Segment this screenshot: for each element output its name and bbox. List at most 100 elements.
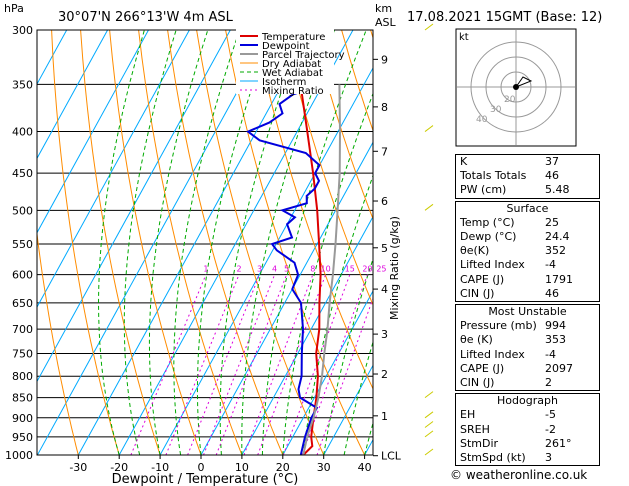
mixing-ratio-label: 8 (310, 265, 315, 274)
mixing-ratio-label: 10 (321, 265, 331, 274)
dry-adiabat-line (138, 30, 243, 455)
mu-cape-value: 2097 (545, 361, 573, 375)
sreh-value: -2 (545, 422, 556, 436)
surface-cape-value: 1791 (545, 272, 573, 286)
mixing-ratio-label: 3 (257, 265, 262, 274)
mixing-ratio-line (203, 274, 276, 455)
tt-row: Totals Totals 46 (456, 169, 599, 183)
isotherm-line (282, 289, 373, 455)
dry-adiabat-line (196, 30, 325, 455)
wind-barb (424, 448, 434, 456)
pressure-tick-label: 850 (12, 392, 33, 405)
mu-li-value: -4 (545, 347, 556, 361)
parcel-line (302, 84, 342, 455)
pressure-tick-label: 1000 (5, 449, 33, 462)
dry-adiabat-line (283, 30, 373, 307)
mu-title: Most Unstable (488, 305, 567, 319)
surface-li-row: Lifted Index -4 (456, 258, 599, 272)
mixing-ratio-label: 5 (284, 265, 289, 274)
mu-li-row: Lifted Index -4 (456, 348, 599, 362)
surface-li-label: Lifted Index (460, 258, 525, 272)
surface-li-value: -4 (545, 258, 556, 272)
pressure-tick-label: 350 (12, 78, 33, 91)
dry-adiabat-line (51, 30, 120, 455)
surface-title: Surface (506, 201, 549, 215)
mixing-ratio-line (165, 274, 240, 455)
k-label: K (460, 155, 468, 168)
surface-temp-row: Temp (°C) 25 (456, 216, 599, 230)
eh-value: -5 (545, 408, 556, 422)
surface-cin-label: CIN (J) (460, 286, 495, 300)
wet-adiabat-line (173, 30, 240, 455)
asl-label: ASL (375, 16, 397, 29)
dewpoint-line (246, 30, 329, 455)
dry-adiabat-line (109, 30, 202, 455)
legend-label: Wet Adiabat (262, 68, 323, 79)
surface-cin-row: CIN (J) 46 (456, 287, 599, 301)
stmspd-label: StmSpd (kt) (460, 451, 526, 465)
pressure-tick-label: 400 (12, 126, 33, 139)
mu-theta-value: 353 (545, 333, 566, 347)
mixing-ratio-label: 15 (345, 265, 355, 274)
eh-label: EH (460, 408, 476, 422)
sreh-label: SREH (460, 422, 490, 436)
x-tick-label: -10 (151, 461, 169, 474)
hodo-table-box: Hodograph EH -5 SREH -2 StmDir 261° StmSpd … (455, 393, 600, 467)
wind-barb (424, 421, 434, 428)
isotherm-line (118, 30, 354, 455)
stmdir-value: 261° (545, 436, 572, 450)
surface-dewp-label: Dewp (°C) (460, 230, 517, 244)
km-tick-label: 2 (381, 368, 388, 381)
pressure-tick-label: 750 (12, 347, 33, 360)
mu-li-label: Lifted Index (460, 347, 525, 361)
hodograph-kt-label: kt (459, 32, 469, 43)
wet-adiabat-line (241, 30, 335, 455)
surface-dewp-row: Dewp (°C) 24.4 (456, 230, 599, 244)
surface-temp-value: 25 (545, 215, 559, 229)
surface-box: Surface Temp (°C) 25 Dewp (°C) 24.4 θe(K) 3… (455, 200, 600, 303)
wet-adiabat-line (148, 30, 209, 455)
dry-adiabat-line (37, 229, 79, 455)
x-tick-label: 10 (235, 461, 249, 474)
indices-box: K 37 Totals Totals 46 PW (cm) 5.48 (455, 154, 600, 199)
tt-label: Totals Totals (460, 169, 527, 183)
hodograph-storm-marker (513, 84, 519, 90)
pressure-tick-label: 600 (12, 269, 33, 282)
surface-theta-label: θe(K) (460, 244, 490, 258)
mu-cape-row: CAPE (J) 2097 (456, 362, 599, 376)
pressure-tick-label: 650 (12, 297, 33, 310)
km-tick-label: LCL (381, 450, 402, 463)
x-tick-label: -30 (69, 461, 87, 474)
plot-frame (36, 29, 374, 456)
wind-barb (424, 23, 434, 31)
pressure-tick-label: 550 (12, 238, 33, 251)
legend-bg (236, 28, 334, 94)
hpa-label: hPa (4, 2, 24, 15)
surface-temp-label: Temp (°C) (460, 215, 515, 229)
mu-pres-label: Pressure (mb) (460, 319, 537, 333)
x-tick-label: -20 (110, 461, 128, 474)
isotherm-line (37, 30, 109, 160)
mixing-ratio-line (316, 296, 373, 455)
isotherm-line (37, 30, 231, 383)
km-tick-label: 8 (381, 101, 388, 114)
km-tick-label: 3 (381, 328, 388, 341)
plot-area (37, 30, 373, 455)
x-axis-title: Dewpoint / Temperature (°C) (112, 472, 299, 486)
wet-adiabat-line (123, 30, 177, 455)
wet-adiabat-line (323, 257, 373, 455)
pressure-tick-label: 950 (12, 431, 33, 444)
legend-label: Parcel Trajectory (262, 50, 345, 61)
mu-cin-row: CIN (J) 2 (456, 376, 599, 390)
surface-theta-row: θe(K) 352 (456, 244, 599, 258)
mixing-ratio-label: 25 (376, 265, 386, 274)
wet-adiabat-line (302, 174, 373, 455)
legend-label: Dry Adiabat (262, 59, 321, 70)
km-tick-label: 7 (381, 145, 388, 158)
wet-adiabat-line (196, 30, 272, 455)
mixing-ratio-line (257, 274, 327, 455)
stmspd-value: 3 (545, 451, 552, 465)
wet-adiabat-line (282, 92, 373, 455)
credit-text: © weatheronline.co.uk (450, 468, 588, 482)
